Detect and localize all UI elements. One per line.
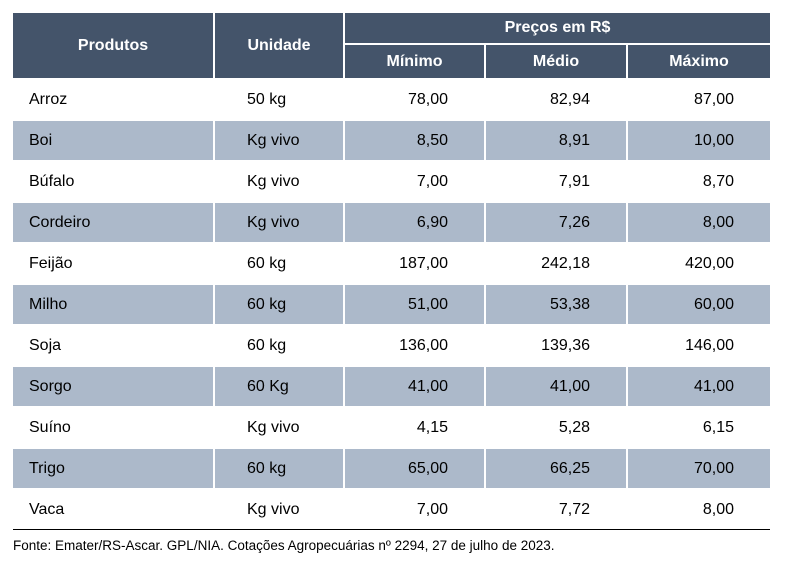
product-cell: Sorgo: [13, 365, 215, 406]
price-table: Produtos Unidade Preços em R$ Mínimo Méd…: [13, 13, 770, 529]
unit-cell: 60 kg: [215, 242, 345, 283]
max-price-cell: 41,00: [628, 365, 770, 406]
table-bottom-rule: [13, 529, 770, 530]
avg-price-cell: 5,28: [486, 406, 628, 447]
min-price-cell: 65,00: [345, 447, 486, 488]
table-row: Feijão 60 kg 187,00 242,18 420,00: [13, 242, 770, 283]
table-row: Sorgo 60 Kg 41,00 41,00 41,00: [13, 365, 770, 406]
unit-cell: 60 kg: [215, 324, 345, 365]
min-price-cell: 187,00: [345, 242, 486, 283]
avg-price-cell: 82,94: [486, 78, 628, 119]
header-products: Produtos: [13, 13, 215, 78]
header-prices-group: Preços em R$: [345, 13, 770, 45]
avg-price-cell: 7,26: [486, 201, 628, 242]
max-price-cell: 70,00: [628, 447, 770, 488]
table-row: Boi Kg vivo 8,50 8,91 10,00: [13, 119, 770, 160]
unit-cell: Kg vivo: [215, 119, 345, 160]
min-price-cell: 7,00: [345, 488, 486, 529]
avg-price-cell: 7,72: [486, 488, 628, 529]
product-cell: Búfalo: [13, 160, 215, 201]
avg-price-cell: 66,25: [486, 447, 628, 488]
max-price-cell: 10,00: [628, 119, 770, 160]
product-cell: Cordeiro: [13, 201, 215, 242]
unit-cell: Kg vivo: [215, 201, 345, 242]
table-row: Milho 60 kg 51,00 53,38 60,00: [13, 283, 770, 324]
product-cell: Feijão: [13, 242, 215, 283]
max-price-cell: 6,15: [628, 406, 770, 447]
max-price-cell: 146,00: [628, 324, 770, 365]
min-price-cell: 8,50: [345, 119, 486, 160]
header-min: Mínimo: [345, 45, 486, 78]
unit-cell: Kg vivo: [215, 160, 345, 201]
min-price-cell: 4,15: [345, 406, 486, 447]
table-row: Suíno Kg vivo 4,15 5,28 6,15: [13, 406, 770, 447]
min-price-cell: 7,00: [345, 160, 486, 201]
max-price-cell: 420,00: [628, 242, 770, 283]
unit-cell: Kg vivo: [215, 406, 345, 447]
table-row: Vaca Kg vivo 7,00 7,72 8,00: [13, 488, 770, 529]
max-price-cell: 8,00: [628, 488, 770, 529]
table-row: Trigo 60 kg 65,00 66,25 70,00: [13, 447, 770, 488]
avg-price-cell: 7,91: [486, 160, 628, 201]
table-row: Cordeiro Kg vivo 6,90 7,26 8,00: [13, 201, 770, 242]
avg-price-cell: 242,18: [486, 242, 628, 283]
avg-price-cell: 41,00: [486, 365, 628, 406]
product-cell: Trigo: [13, 447, 215, 488]
product-cell: Soja: [13, 324, 215, 365]
min-price-cell: 6,90: [345, 201, 486, 242]
min-price-cell: 51,00: [345, 283, 486, 324]
min-price-cell: 78,00: [345, 78, 486, 119]
table-row: Búfalo Kg vivo 7,00 7,91 8,70: [13, 160, 770, 201]
avg-price-cell: 53,38: [486, 283, 628, 324]
min-price-cell: 136,00: [345, 324, 486, 365]
max-price-cell: 60,00: [628, 283, 770, 324]
product-cell: Milho: [13, 283, 215, 324]
product-cell: Arroz: [13, 78, 215, 119]
header-avg: Médio: [486, 45, 628, 78]
product-cell: Boi: [13, 119, 215, 160]
unit-cell: 60 kg: [215, 283, 345, 324]
max-price-cell: 87,00: [628, 78, 770, 119]
avg-price-cell: 139,36: [486, 324, 628, 365]
max-price-cell: 8,70: [628, 160, 770, 201]
table-row: Arroz 50 kg 78,00 82,94 87,00: [13, 78, 770, 119]
price-table-container: Produtos Unidade Preços em R$ Mínimo Méd…: [13, 13, 770, 530]
source-note: Fonte: Emater/RS-Ascar. GPL/NIA. Cotaçõe…: [13, 538, 555, 553]
header-unit: Unidade: [215, 13, 345, 78]
unit-cell: 50 kg: [215, 78, 345, 119]
product-cell: Suíno: [13, 406, 215, 447]
max-price-cell: 8,00: [628, 201, 770, 242]
unit-cell: 60 Kg: [215, 365, 345, 406]
avg-price-cell: 8,91: [486, 119, 628, 160]
unit-cell: Kg vivo: [215, 488, 345, 529]
unit-cell: 60 kg: [215, 447, 345, 488]
header-max: Máximo: [628, 45, 770, 78]
min-price-cell: 41,00: [345, 365, 486, 406]
product-cell: Vaca: [13, 488, 215, 529]
table-row: Soja 60 kg 136,00 139,36 146,00: [13, 324, 770, 365]
